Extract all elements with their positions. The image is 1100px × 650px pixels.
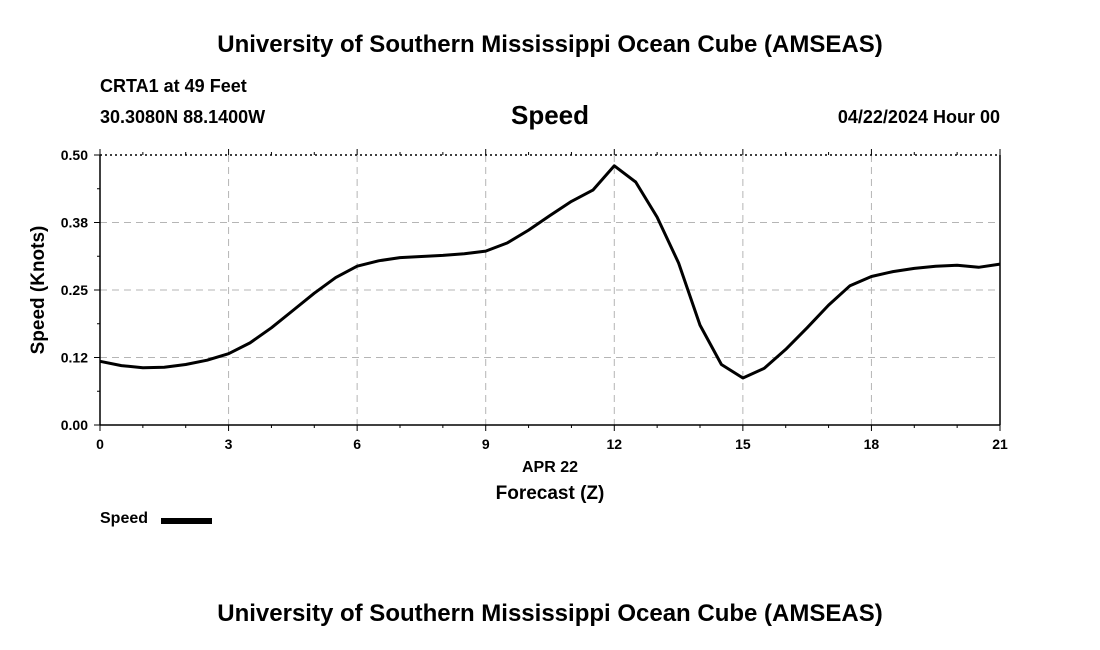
- x-axis-date-label: APR 22: [521, 459, 579, 476]
- y-tick-label: 0.00: [61, 417, 88, 433]
- x-tick-label: 0: [96, 436, 104, 452]
- y-tick-label: 0.12: [61, 350, 88, 366]
- coordinates-label: 30.3080N 88.1400W: [100, 107, 266, 127]
- y-tick-label: 0.25: [61, 282, 88, 298]
- chart-title: Speed: [510, 100, 590, 130]
- x-tick-label: 12: [606, 436, 622, 452]
- x-tick-label: 9: [482, 436, 490, 452]
- y-tick-label: 0.50: [61, 147, 88, 163]
- x-tick-label: 15: [735, 436, 751, 452]
- x-axis-label: Forecast (Z): [495, 483, 605, 504]
- speed-series-line: [99, 164, 1001, 380]
- y-tick-label: 0.38: [61, 215, 88, 231]
- bottom-title: University of Southern Mississippi Ocean…: [217, 600, 883, 627]
- legend-label: Speed: [100, 510, 149, 527]
- y-axis-label: Speed (Knots): [28, 226, 49, 355]
- datetime-label: 04/22/2024 Hour 00: [837, 107, 1000, 127]
- x-tick-label: 3: [225, 436, 233, 452]
- x-tick-label: 18: [864, 436, 880, 452]
- legend-speed-line: [161, 518, 212, 524]
- x-tick-label: 6: [353, 436, 361, 452]
- top-title: University of Southern Mississippi Ocean…: [217, 31, 883, 58]
- station-label: CRTA1 at 49 Feet: [100, 76, 247, 96]
- x-tick-label: 21: [992, 436, 1008, 452]
